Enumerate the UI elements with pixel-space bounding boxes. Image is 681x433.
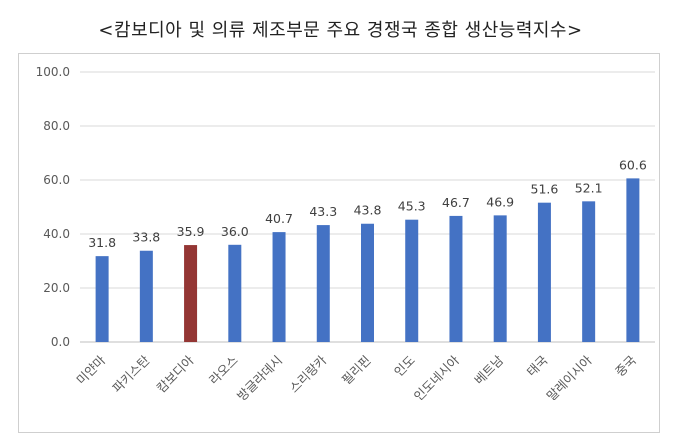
data-label: 33.8 [132,230,160,245]
category-label: 중국 [612,353,639,380]
y-tick-label: 60.0 [43,173,70,187]
category-label: 인도 [391,353,418,380]
data-labels: 31.8 33.8 35.9 36.0 40.7 43.3 43.8 45.3 46.7 46.9… [88,157,647,250]
y-tick-label: 0.0 [51,335,70,349]
data-label: 40.7 [265,211,293,226]
category-label: 라오스 [206,353,241,388]
bar [449,215,463,342]
data-label: 45.3 [398,199,426,214]
y-tick-label: 20.0 [43,281,70,295]
y-tick-label: 80.0 [43,119,70,133]
y-axis-ticks: 0.0 20.0 40.0 60.0 80.0 100.0 [36,65,70,349]
y-tick-label: 100.0 [36,65,70,79]
bar [582,201,596,342]
data-label: 46.9 [486,194,514,209]
category-label: 베트남 [471,352,506,387]
chart-title: <캄보디아 및 의류 제조부문 주요 경쟁국 종합 생산능력지수> [98,20,583,41]
data-label: 36.0 [221,224,249,239]
bar [184,245,198,342]
bar [361,223,374,342]
bar [139,250,153,342]
bars [95,178,640,342]
bar [272,232,286,342]
data-label: 46.7 [442,195,470,210]
data-label: 51.6 [531,182,559,197]
category-label: 스리랑카 [286,352,329,395]
data-label: 52.1 [575,180,603,195]
data-label: 43.8 [354,203,382,218]
category-label: 미얀마 [73,352,108,387]
category-label: 태국 [524,353,551,380]
data-label: 43.3 [309,204,337,219]
category-label: 말레이시아 [543,352,595,400]
category-label: 인도네시아 [411,352,463,400]
bar [228,244,242,342]
bar [493,215,507,342]
bar-chart: 0.0 20.0 40.0 60.0 80.0 100.0 31.8 33.8 35.9 36.… [36,65,655,400]
bar [405,219,419,342]
bar [95,256,109,342]
category-label: 파키스탄 [109,352,152,395]
bar [316,225,330,342]
data-label: 35.9 [177,224,205,239]
y-tick-label: 40.0 [43,227,70,241]
category-label: 방글라데시 [234,353,285,400]
data-label: 31.8 [88,235,116,250]
bar [537,202,551,342]
category-label: 필리핀 [339,353,374,388]
bar [626,178,640,342]
data-label: 60.6 [619,157,647,172]
category-label: 캄보디아 [154,352,197,395]
